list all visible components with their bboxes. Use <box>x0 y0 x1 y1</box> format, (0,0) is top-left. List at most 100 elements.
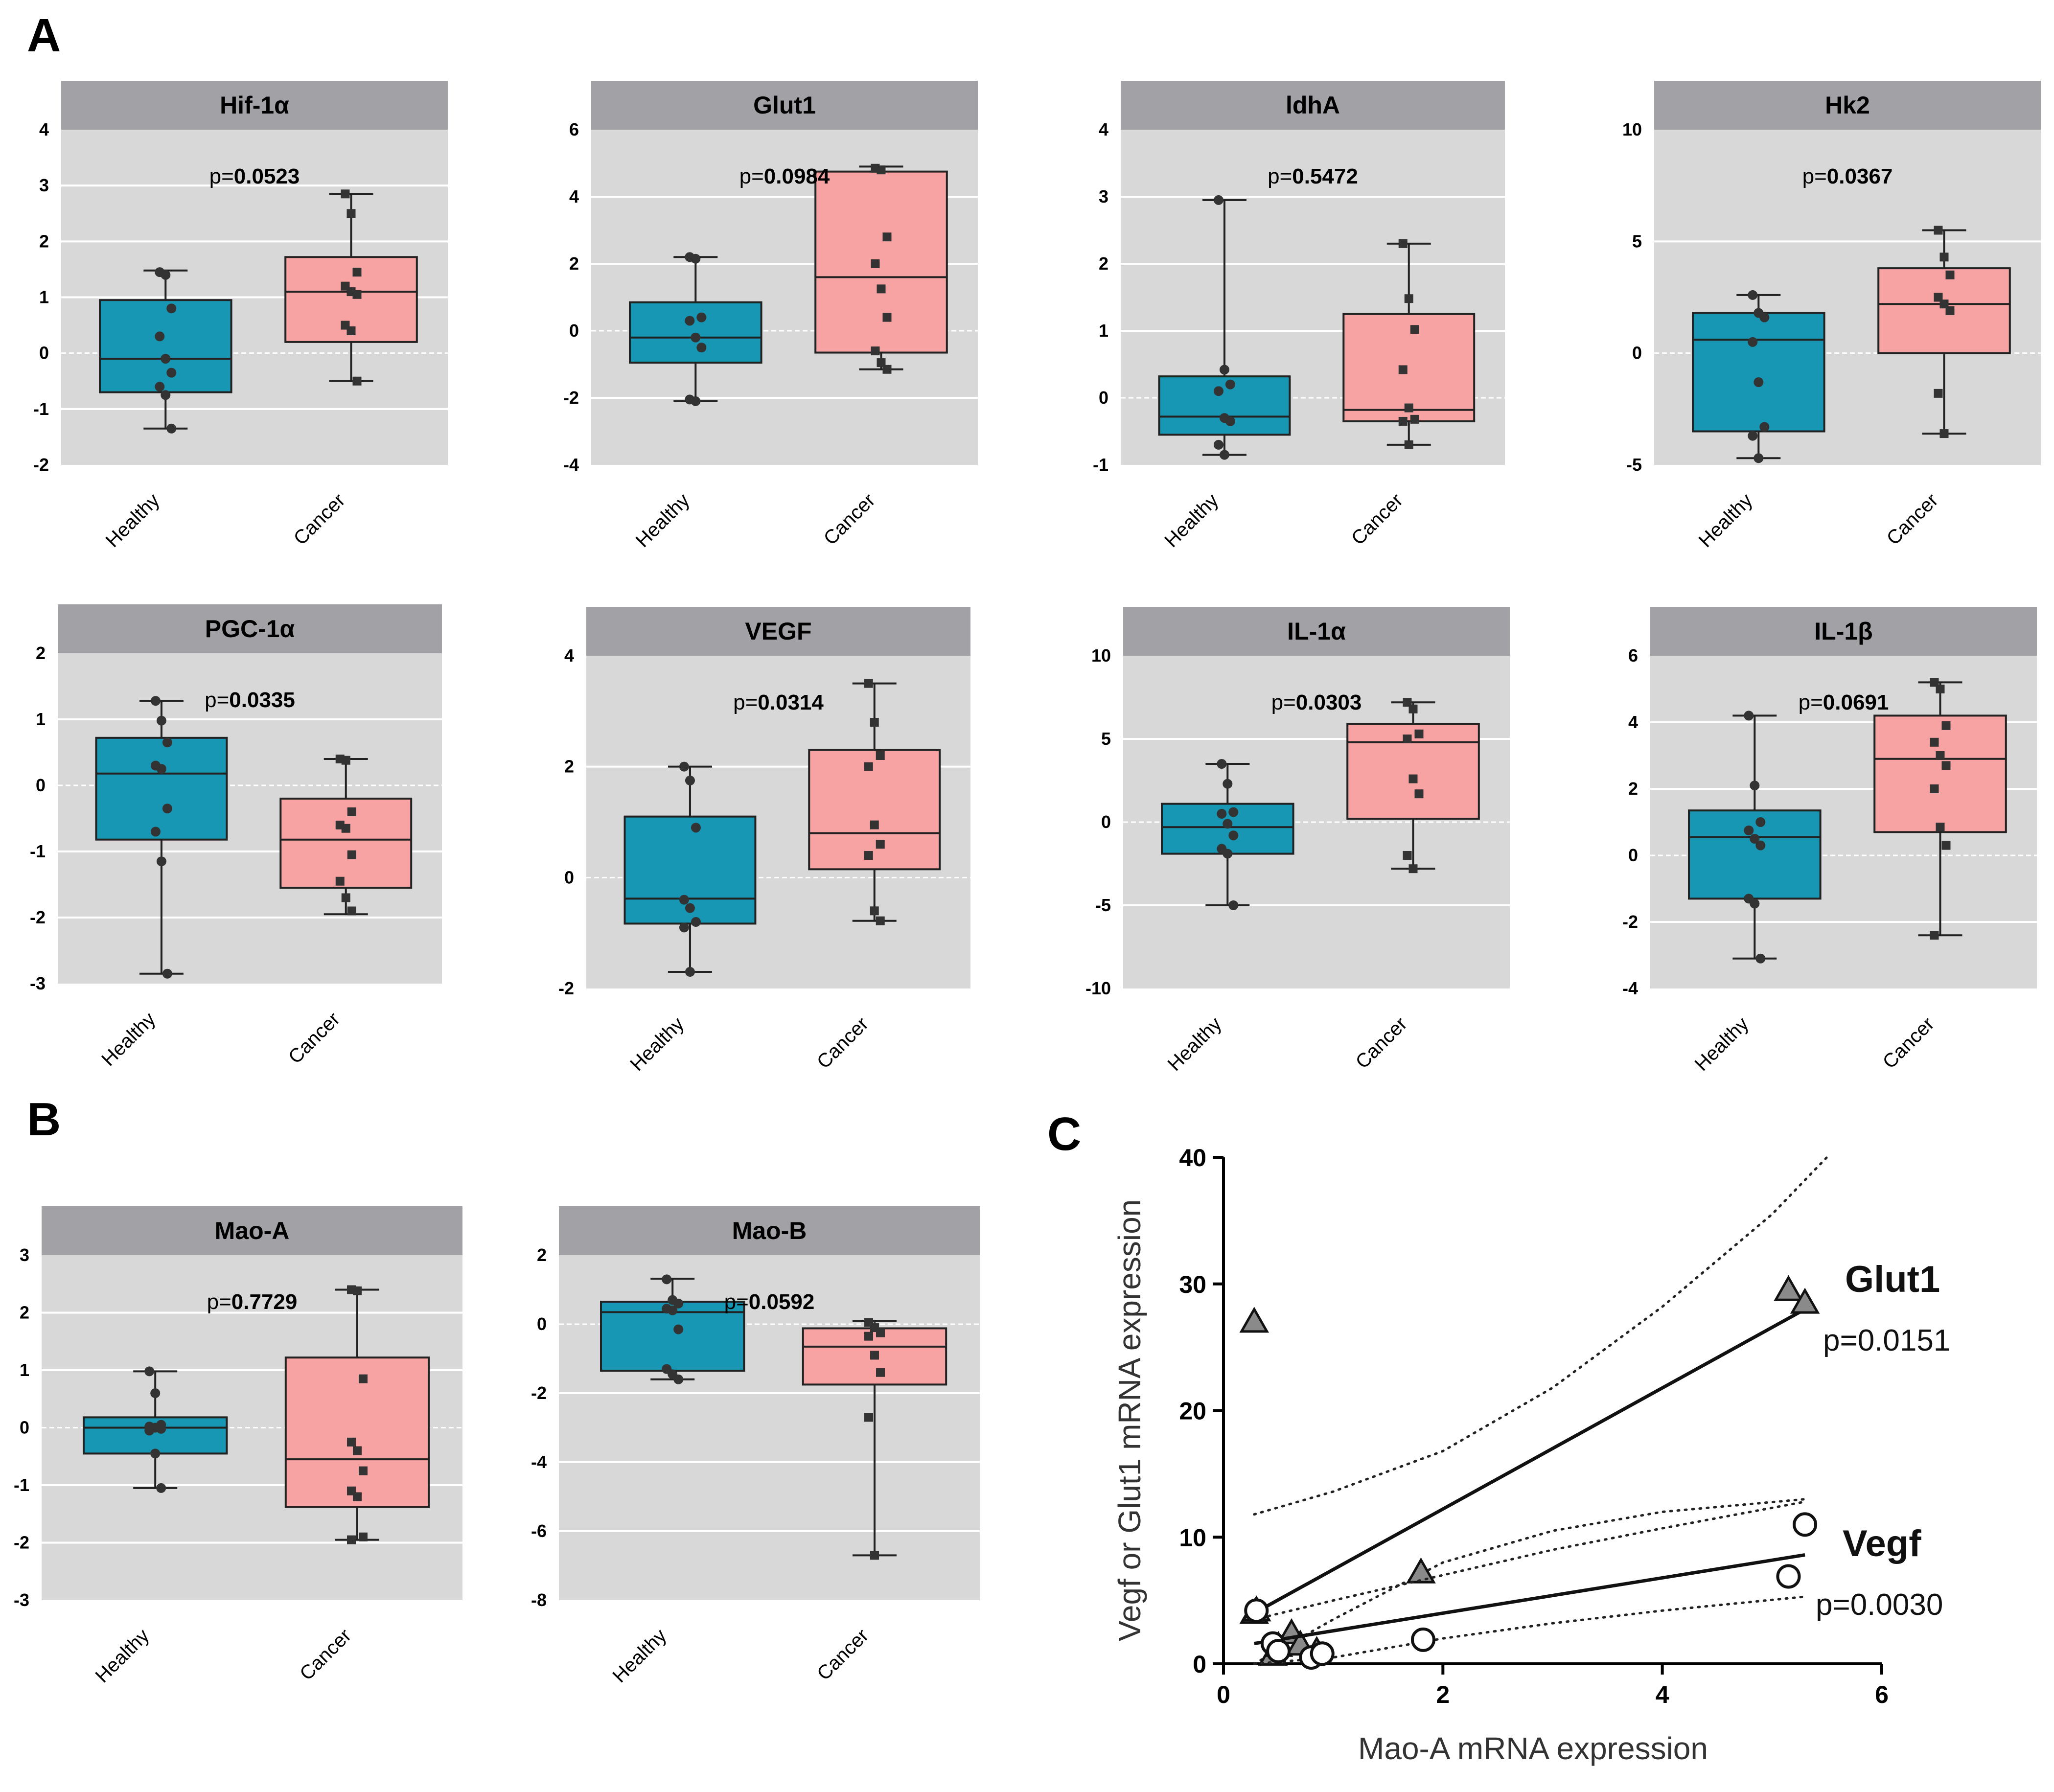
y-tick-label: 0 <box>1101 812 1111 832</box>
glut1-point <box>1774 1275 1803 1301</box>
panel-title: Glut1 <box>753 92 816 119</box>
healthy-point <box>156 856 166 867</box>
p-value-text: p=0.5472 <box>1268 164 1358 188</box>
y-tick-label: -8 <box>531 1590 547 1610</box>
panel-label-a: A <box>27 9 61 62</box>
cancer-point <box>341 893 350 902</box>
cancer-point <box>1936 823 1945 832</box>
cancer-box <box>279 798 413 889</box>
healthy-point <box>1228 807 1239 817</box>
panel-header <box>1123 607 1510 656</box>
y-tick-label: 0 <box>569 321 579 341</box>
cancer-box <box>1346 723 1480 820</box>
y-tick-label: -5 <box>1626 455 1642 475</box>
y-tick-label: -2 <box>1622 912 1638 932</box>
y-tick-label: 2 <box>1628 779 1638 799</box>
panel-header <box>559 1206 980 1255</box>
cancer-point <box>1408 864 1418 873</box>
y-tick-label: -4 <box>563 455 579 475</box>
y-tick-label: 3 <box>1099 186 1108 207</box>
cancer-box <box>814 170 948 354</box>
p-value-number: 0.0314 <box>758 690 824 714</box>
panel-header <box>61 81 448 130</box>
p-value-text: p=0.0303 <box>1271 690 1362 714</box>
cancer-point <box>341 824 350 833</box>
healthy-point <box>1754 453 1764 463</box>
healthy-point <box>1213 386 1223 396</box>
healthy-point <box>679 922 689 933</box>
p-value-text: p=0.0523 <box>209 164 300 188</box>
cancer-point <box>341 189 350 199</box>
healthy-point <box>1217 809 1227 819</box>
p-value-text: p=0.7729 <box>207 1290 298 1314</box>
p-value-number: 0.0691 <box>1823 690 1889 714</box>
y-tick-label: -2 <box>14 1533 29 1553</box>
y-tick-label: 2 <box>569 253 579 274</box>
y-axis-label: Vegf or Glut1 mRNA expression <box>1112 1199 1147 1642</box>
cancer-point <box>335 876 345 886</box>
y-tick-label: 1 <box>1099 321 1108 341</box>
healthy-point <box>1219 450 1229 460</box>
panel-title: VEGF <box>745 618 811 645</box>
p-value-number: 0.0335 <box>229 688 295 712</box>
vegf-point <box>1244 1598 1269 1623</box>
y-tick-label: -1 <box>30 841 46 861</box>
panel-header <box>42 1206 462 1255</box>
y-tick-label: 2 <box>20 1303 29 1323</box>
cancer-point <box>1939 299 1949 309</box>
y-tick-label: -1 <box>33 399 49 419</box>
boxplot-1: Glut1 -4 -2 0 2 4 6 Healthy Cancer p=0.0984 <box>563 81 978 551</box>
cancer-point <box>882 313 892 322</box>
y-tick-label: 3 <box>20 1245 29 1265</box>
cancer-point <box>1939 253 1949 262</box>
series-vegf: Vegf p=0.0030 <box>1244 1500 1943 1670</box>
glut1-point <box>1239 1307 1269 1333</box>
y-tick-label: 2 <box>39 231 49 251</box>
cancer-point <box>346 326 356 335</box>
cancer-point <box>341 756 350 765</box>
vegf-point <box>1310 1641 1335 1666</box>
cancer-point <box>347 807 356 816</box>
healthy-point <box>166 423 177 434</box>
p-value-number: 0.0303 <box>1296 690 1362 714</box>
cancer-point <box>347 1535 356 1544</box>
healthy-point <box>1754 377 1764 388</box>
healthy-label: Healthy <box>632 489 694 551</box>
cancer-point <box>346 209 356 218</box>
vegf-point <box>1776 1564 1801 1589</box>
healthy-label: Healthy <box>626 1013 688 1075</box>
cancer-label: Cancer <box>1883 489 1942 549</box>
y-tick-label: -2 <box>558 978 574 998</box>
cancer-point <box>1414 729 1424 738</box>
healthy-point <box>1750 898 1760 909</box>
y-tick-label: 1 <box>20 1360 29 1380</box>
y-tick-label: 10 <box>1091 645 1111 666</box>
p-value-text: p=0.0314 <box>733 690 824 714</box>
vegf-point <box>1410 1627 1435 1652</box>
y-tick-label: 2 <box>1099 253 1108 274</box>
healthy-point <box>150 1448 161 1459</box>
healthy-point <box>155 382 165 392</box>
healthy-point <box>1748 431 1758 441</box>
p-value-prefix: p= <box>733 690 758 714</box>
cancer-point <box>882 232 892 242</box>
cancer-point <box>1930 737 1939 747</box>
x-tick-label: 2 <box>1436 1681 1450 1708</box>
healthy-point <box>1744 826 1754 835</box>
healthy-label: Healthy <box>92 1625 154 1687</box>
healthy-box <box>629 301 762 364</box>
healthy-point <box>1223 819 1233 829</box>
y-tick-label: -10 <box>1085 978 1111 998</box>
x-axis-label: Mao-A mRNA expression <box>1358 1731 1708 1766</box>
panel-title: Hk2 <box>1825 92 1870 119</box>
cancer-point <box>1934 226 1943 235</box>
cancer-label: Cancer <box>284 1008 344 1068</box>
cancer-point <box>1403 735 1412 743</box>
healthy-point <box>166 303 177 314</box>
p-value-prefix: p= <box>1799 690 1823 714</box>
y-tick-label: -2 <box>531 1383 547 1403</box>
y-tick-label: 3 <box>39 175 49 195</box>
healthy-box <box>1692 312 1825 433</box>
healthy-point <box>162 804 172 814</box>
y-tick-label: -4 <box>1622 978 1638 998</box>
